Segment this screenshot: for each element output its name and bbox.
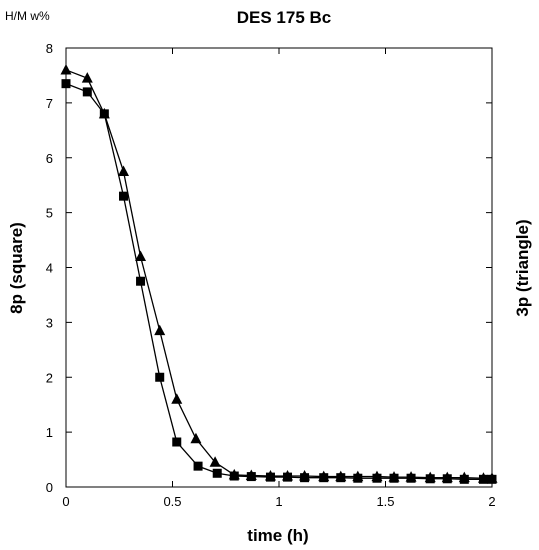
square-marker xyxy=(212,468,222,478)
series-line-triangle xyxy=(65,69,492,479)
square-marker xyxy=(193,461,203,471)
axis-ticks: 0 0.5 1 1.5 2 0 1 2 3 4 5 6 7 8 xyxy=(46,41,496,509)
square-marker xyxy=(136,276,146,286)
y-axis-label-left: 8p (square) xyxy=(7,222,26,314)
y-tick-label: 4 xyxy=(46,261,53,276)
triangle-marker xyxy=(486,472,498,483)
triangle-marker xyxy=(154,324,166,336)
plot-frame xyxy=(65,47,493,488)
x-tick-label: 0 xyxy=(62,494,69,509)
unit-label: H/M w% xyxy=(5,9,50,23)
square-marker xyxy=(82,87,92,97)
triangle-marker xyxy=(299,470,311,481)
triangle-marker xyxy=(424,471,436,483)
x-axis-label: time (h) xyxy=(247,526,308,545)
triangle-marker xyxy=(171,393,183,404)
y-tick-label: 6 xyxy=(46,151,53,166)
y-tick-label: 5 xyxy=(46,206,53,221)
x-tick-label: 1.5 xyxy=(376,494,394,509)
square-marker xyxy=(119,191,129,201)
triangle-marker xyxy=(135,250,147,262)
y-tick-label: 3 xyxy=(46,315,53,330)
triangle-marker xyxy=(405,471,417,482)
x-tick-label: 2 xyxy=(488,494,495,509)
y-tick-label: 2 xyxy=(46,370,53,385)
triangle-marker xyxy=(228,468,240,480)
triangle-marker xyxy=(60,63,72,75)
triangle-marker xyxy=(264,470,276,481)
triangle-marker xyxy=(209,456,221,467)
triangle-marker xyxy=(335,470,347,482)
triangle-marker xyxy=(318,470,330,482)
triangle-marker xyxy=(352,470,364,482)
triangle-marker xyxy=(81,72,93,83)
triangle-marker xyxy=(371,470,383,482)
series-line-square xyxy=(65,83,492,480)
triangle-marker xyxy=(282,470,294,481)
x-tick-label: 0.5 xyxy=(163,494,181,509)
y-tick-label: 0 xyxy=(46,480,53,495)
triangle-marker xyxy=(118,165,130,176)
triangle-marker xyxy=(458,471,470,483)
y-tick-label: 1 xyxy=(46,425,53,440)
square-marker xyxy=(155,372,165,382)
y-axis-label-right: 3p (triangle) xyxy=(513,219,532,316)
x-tick-label: 1 xyxy=(275,494,282,509)
triangle-marker xyxy=(190,432,202,444)
triangle-marker xyxy=(245,469,257,480)
triangle-marker xyxy=(388,471,400,482)
triangle-marker xyxy=(98,107,110,119)
chart-title: DES 175 Bc xyxy=(237,8,332,27)
square-marker xyxy=(61,79,71,89)
square-marker xyxy=(172,437,182,447)
y-tick-label: 7 xyxy=(46,96,53,111)
series-layer xyxy=(60,63,498,484)
y-tick-label: 8 xyxy=(46,41,53,56)
triangle-marker xyxy=(441,471,453,483)
triangle-marker xyxy=(477,472,489,483)
